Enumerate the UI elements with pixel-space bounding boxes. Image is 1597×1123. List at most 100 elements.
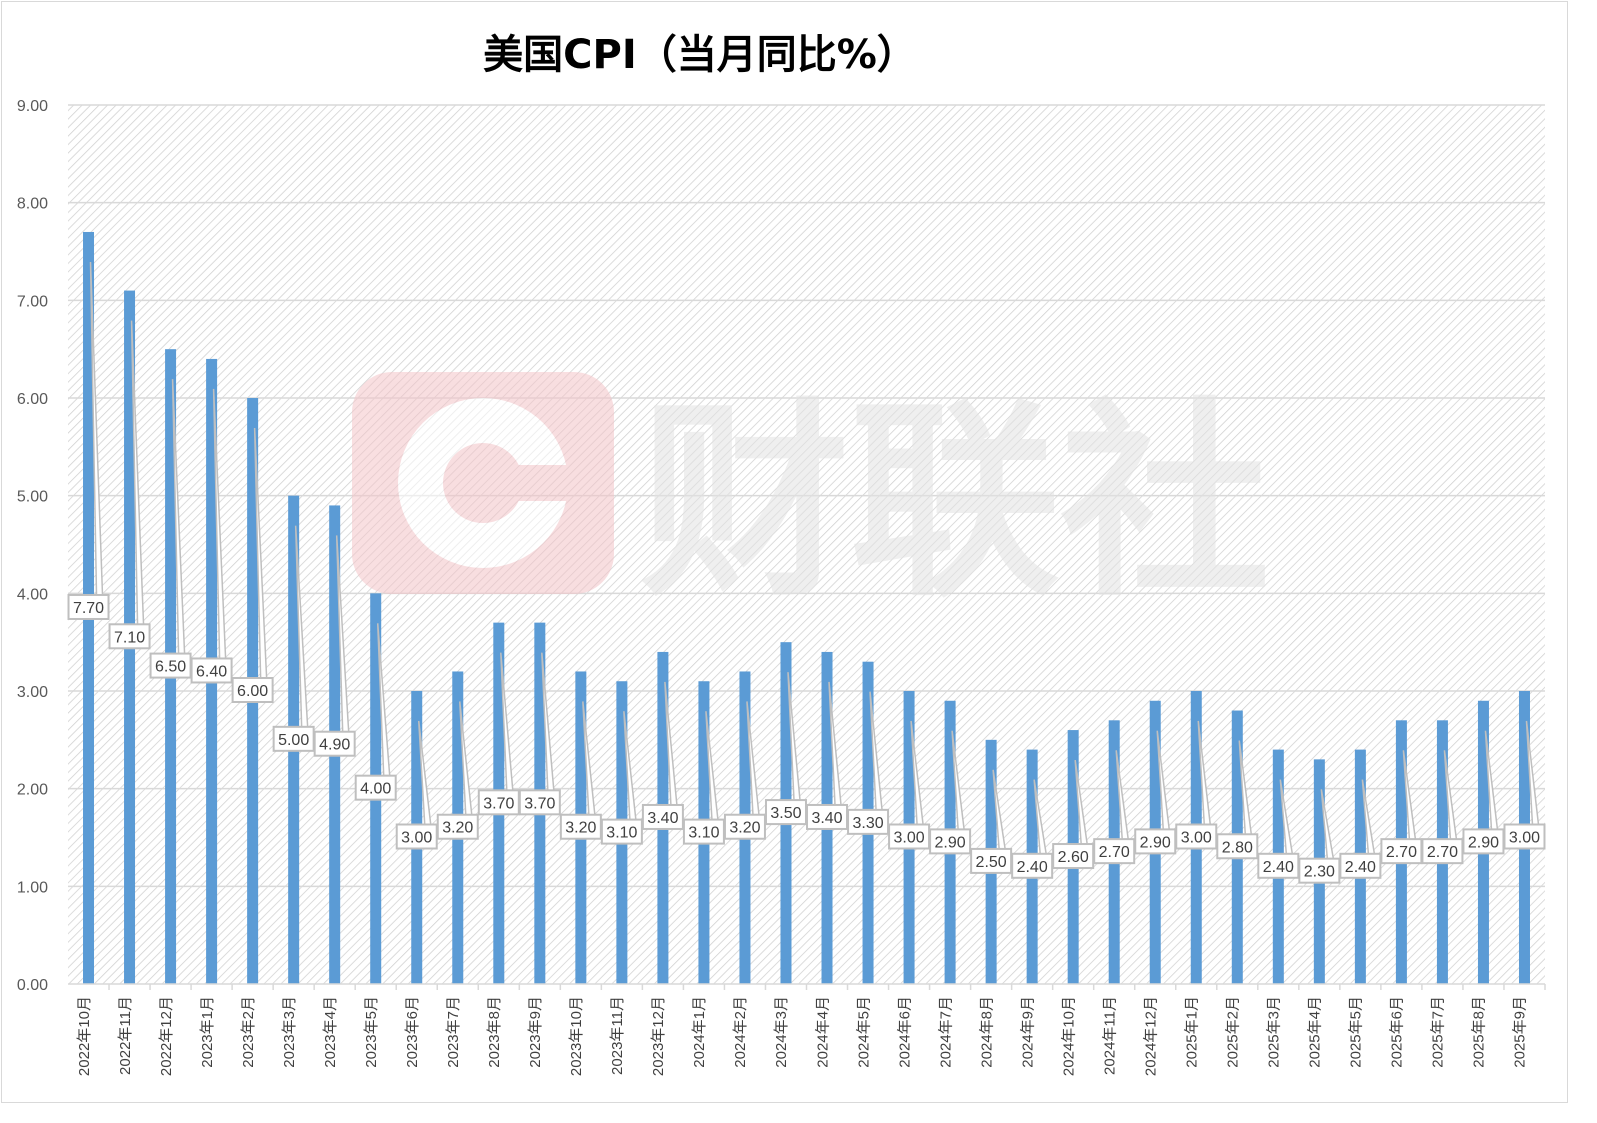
data-label-text: 3.40 xyxy=(647,810,678,827)
data-label-text: 6.00 xyxy=(237,683,268,700)
data-label-text: 3.10 xyxy=(606,825,637,842)
data-label: 3.00 xyxy=(395,720,438,850)
data-label-text: 3.10 xyxy=(688,825,719,842)
data-label-box xyxy=(518,789,561,816)
data-label-text: 2.70 xyxy=(1099,844,1130,861)
data-label-text: 3.50 xyxy=(770,805,801,822)
data-label-box xyxy=(231,677,274,703)
data-label-text: 2.30 xyxy=(1304,864,1335,881)
data-label-box xyxy=(1298,857,1341,884)
data-label-text: 2.70 xyxy=(1427,844,1458,861)
watermark-logo: 财联社 xyxy=(352,372,1270,625)
data-label-box xyxy=(108,623,151,650)
data-label-text: 2.90 xyxy=(1468,834,1499,851)
y-tick-label: 8.00 xyxy=(17,196,48,213)
x-tick-label: 2023年5月 xyxy=(363,996,380,1068)
data-label: 4.00 xyxy=(354,623,397,801)
data-label-box xyxy=(1093,838,1136,865)
x-tick-label: 2024年2月 xyxy=(732,996,749,1068)
data-label-text: 2.40 xyxy=(1345,859,1376,876)
y-tick-label: 3.00 xyxy=(17,684,48,701)
y-tick-label: 4.00 xyxy=(17,586,48,603)
data-label: 3.40 xyxy=(641,681,684,830)
data-label: 2.80 xyxy=(1216,740,1259,860)
data-label-box xyxy=(806,803,849,830)
data-label-text: 3.30 xyxy=(852,815,883,832)
data-label-box xyxy=(395,823,438,850)
x-tick-label: 2025年1月 xyxy=(1184,996,1201,1068)
data-label-box xyxy=(600,818,643,845)
x-tick-label: 2024年9月 xyxy=(1019,996,1036,1068)
data-label-text: 2.60 xyxy=(1058,849,1089,866)
watermark-text: 财联社 xyxy=(640,380,1270,625)
data-label: 2.50 xyxy=(970,769,1013,874)
x-tick-label: 2024年8月 xyxy=(978,996,995,1068)
data-label: 6.50 xyxy=(149,379,192,679)
data-label-text: 7.70 xyxy=(73,600,104,617)
x-tick-label: 2022年11月 xyxy=(117,996,134,1075)
data-label: 3.00 xyxy=(888,720,931,850)
data-label-box xyxy=(888,823,931,850)
data-label-text: 4.00 xyxy=(360,781,391,798)
data-label-box xyxy=(723,813,766,840)
x-tick-label: 2024年10月 xyxy=(1060,996,1077,1076)
data-label: 7.10 xyxy=(108,320,151,650)
data-label: 2.70 xyxy=(1380,750,1423,865)
x-tick-label: 2023年1月 xyxy=(199,996,216,1068)
data-label-box xyxy=(1216,833,1259,860)
data-label: 3.40 xyxy=(806,681,849,830)
data-label: 3.10 xyxy=(682,711,725,845)
data-label-text: 3.00 xyxy=(401,830,432,847)
x-tick-label: 2025年4月 xyxy=(1307,996,1324,1068)
data-label: 3.50 xyxy=(764,672,807,826)
data-label-text: 3.20 xyxy=(565,820,596,837)
data-label-text: 7.10 xyxy=(114,629,145,646)
x-tick-label: 2024年4月 xyxy=(814,996,831,1068)
data-label: 5.00 xyxy=(272,525,315,752)
data-label-box xyxy=(1462,828,1505,855)
x-tick-label: 2023年11月 xyxy=(609,996,626,1075)
data-label-box xyxy=(1257,852,1300,879)
data-label-text: 2.50 xyxy=(976,854,1007,871)
x-tick-label: 2022年10月 xyxy=(76,996,93,1076)
x-tick-label: 2025年5月 xyxy=(1348,996,1365,1068)
data-label-box xyxy=(1175,823,1218,850)
data-label: 2.60 xyxy=(1052,759,1095,870)
data-label-text: 2.40 xyxy=(1017,859,1048,876)
data-label: 3.70 xyxy=(477,652,520,816)
data-label-box xyxy=(929,828,972,855)
x-tick-label: 2025年7月 xyxy=(1430,996,1447,1068)
plot-area xyxy=(68,105,1545,984)
y-tick-label: 6.00 xyxy=(17,391,48,408)
data-label-box xyxy=(847,808,890,835)
x-tick-label: 2024年5月 xyxy=(855,996,872,1068)
x-tick-label: 2025年6月 xyxy=(1389,996,1406,1068)
data-label-box xyxy=(682,818,725,845)
y-tick-label: 7.00 xyxy=(17,293,48,310)
data-label: 6.40 xyxy=(190,388,233,684)
data-label-box xyxy=(436,813,479,840)
data-label: 3.20 xyxy=(723,701,766,840)
x-tick-label: 2022年12月 xyxy=(158,996,175,1076)
data-label: 3.20 xyxy=(436,701,479,840)
x-tick-label: 2023年2月 xyxy=(240,996,257,1068)
x-tick-label: 2024年7月 xyxy=(937,996,954,1068)
data-label: 2.90 xyxy=(1134,730,1177,855)
data-label-box xyxy=(1380,838,1423,865)
data-label: 2.70 xyxy=(1421,750,1464,865)
chart-frame xyxy=(1,1,1568,1103)
data-label-box xyxy=(764,799,807,826)
y-tick-label: 2.00 xyxy=(17,782,48,799)
data-label-box xyxy=(477,789,520,816)
data-label: 2.40 xyxy=(1339,779,1382,879)
data-label: 3.00 xyxy=(1503,720,1546,850)
data-label-box xyxy=(970,847,1013,874)
data-label: 2.90 xyxy=(929,730,972,855)
data-label-text: 2.80 xyxy=(1222,839,1253,856)
x-tick-label: 2023年9月 xyxy=(527,996,544,1068)
x-tick-label: 2025年8月 xyxy=(1471,996,1488,1068)
x-tick-label: 2023年10月 xyxy=(568,996,585,1076)
data-label-text: 3.20 xyxy=(729,820,760,837)
data-label-box xyxy=(313,730,356,757)
x-tick-label: 2024年3月 xyxy=(773,996,790,1068)
